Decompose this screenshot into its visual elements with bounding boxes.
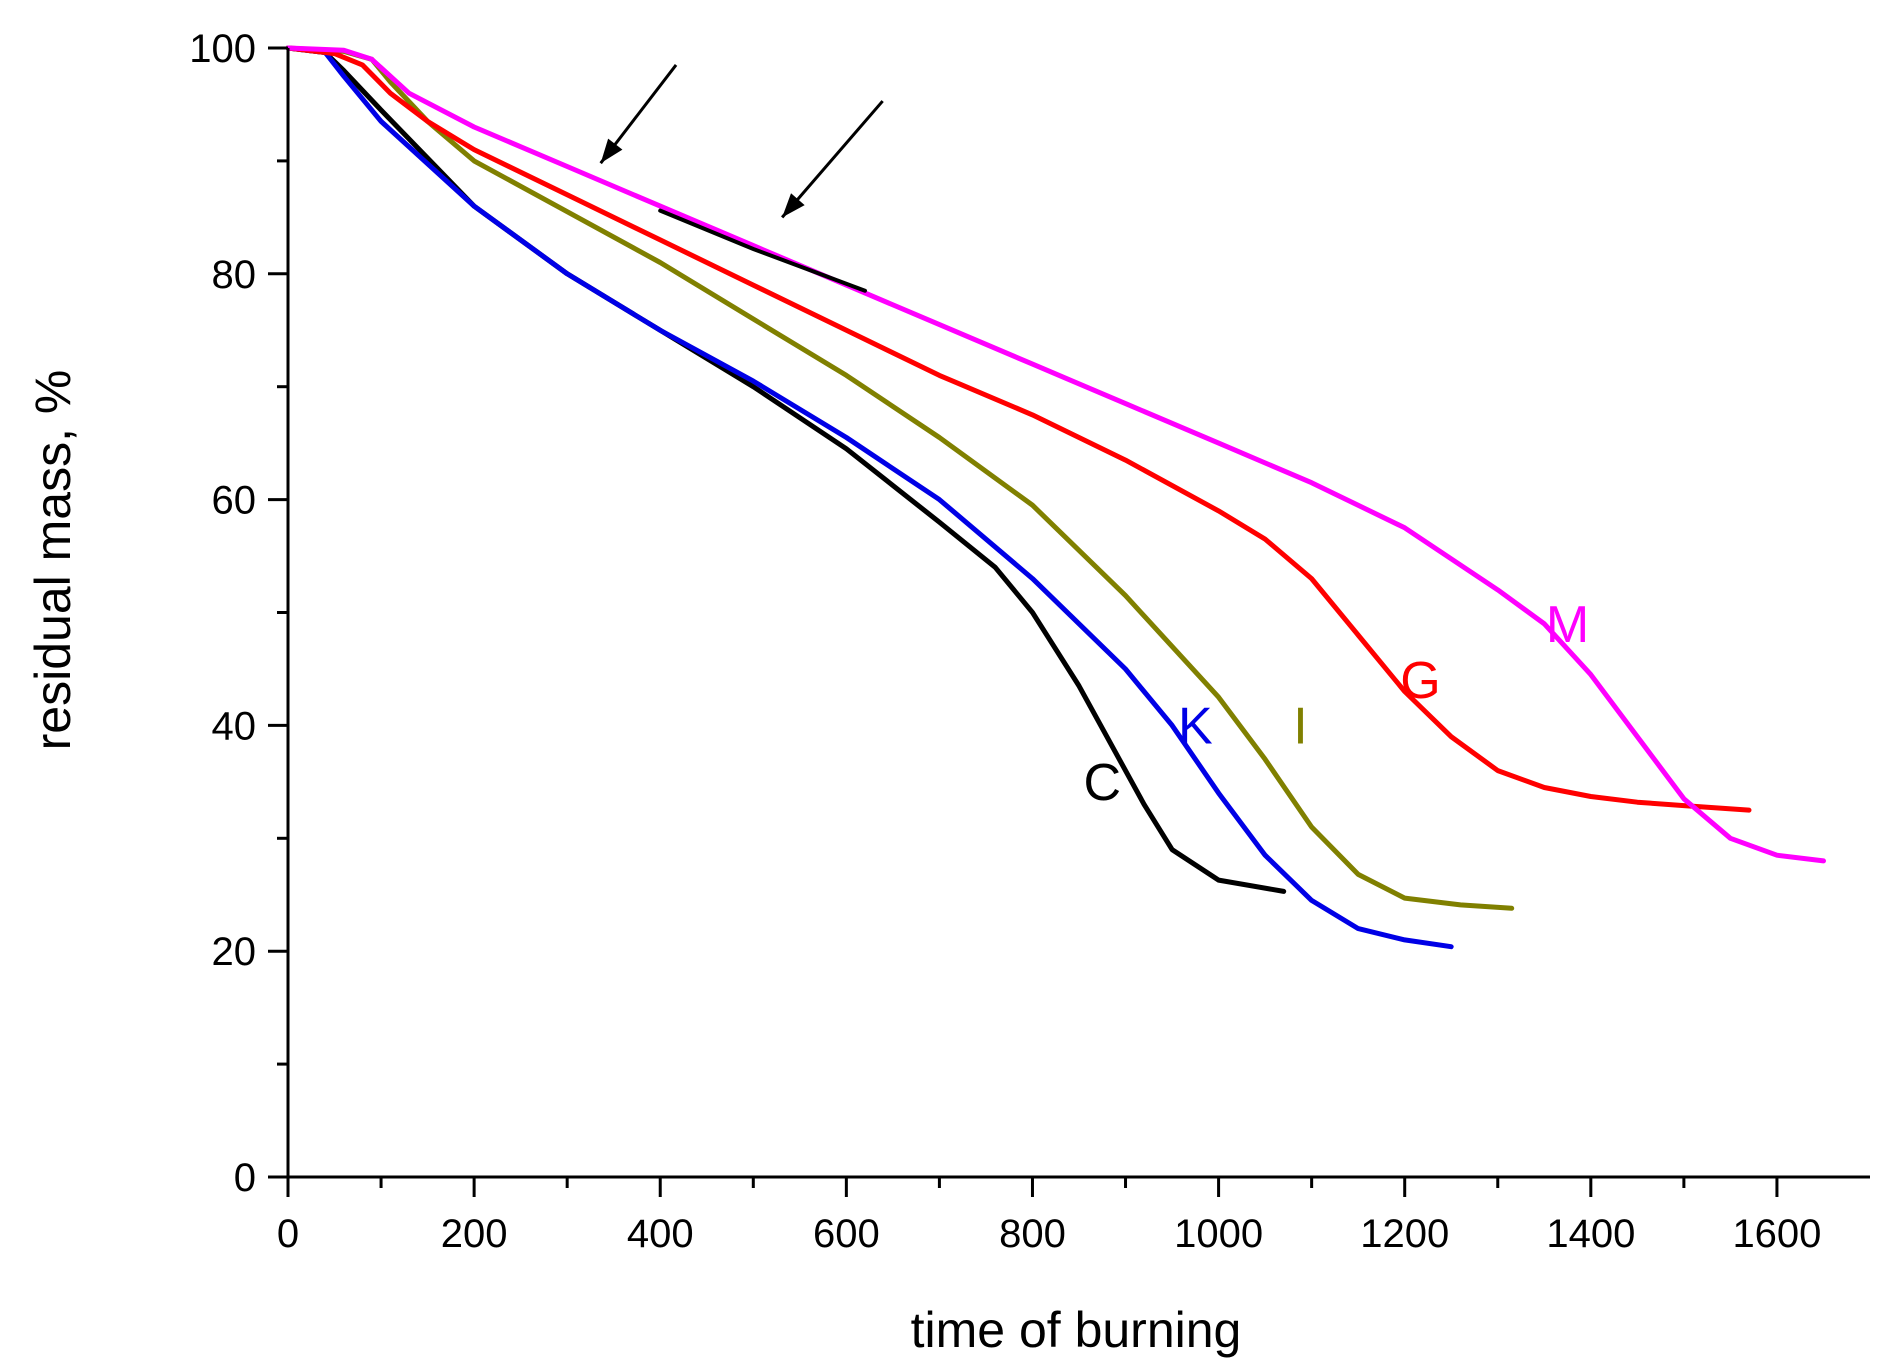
annotation-arrowhead	[782, 193, 805, 218]
series-line-G	[285, 45, 1752, 813]
x-tick-label: 200	[441, 1212, 508, 1256]
y-tick-label: 60	[212, 479, 257, 523]
overlay-segment	[658, 208, 867, 293]
x-tick-label: 1200	[1360, 1212, 1449, 1256]
series-label-C: C	[1083, 754, 1121, 812]
arrow-annotations	[599, 64, 884, 219]
x-tick-label: 1400	[1546, 1212, 1635, 1256]
series-line-M	[285, 45, 1826, 864]
series-line-C	[285, 45, 1287, 894]
y-axis-title: residual mass, %	[25, 370, 81, 751]
series-label-I: I	[1293, 697, 1307, 755]
x-tick-label: 400	[627, 1212, 694, 1256]
y-tick-label: 0	[234, 1156, 256, 1200]
series-line-K	[285, 45, 1454, 950]
y-tick-label: 80	[212, 253, 257, 297]
x-tick-label: 600	[813, 1212, 880, 1256]
annotation-arrow	[781, 100, 884, 219]
y-tick-label: 40	[212, 704, 257, 748]
x-tick-label: 0	[277, 1212, 299, 1256]
axes: 0 200 400 600 800 1000 1200 1400 1600 0 20 40 60 80 1…	[189, 27, 1870, 1256]
annotation-arrowhead	[600, 138, 623, 164]
series-label-G: G	[1400, 652, 1440, 710]
series-label-M: M	[1546, 596, 1589, 654]
series-lines	[285, 45, 1826, 950]
x-axis-ticks: 0 200 400 600 800 1000 1200 1400 1600	[277, 1177, 1821, 1256]
x-axis-title: time of burning	[911, 1302, 1242, 1358]
x-tick-label: 1000	[1174, 1212, 1263, 1256]
y-axis-ticks: 0 20 40 60 80 100	[189, 27, 288, 1200]
series-line-I	[285, 45, 1515, 911]
x-tick-label: 1600	[1732, 1212, 1821, 1256]
y-tick-label: 20	[212, 930, 257, 974]
y-tick-label: 100	[189, 27, 256, 71]
series-label-K: K	[1178, 697, 1213, 755]
overlay-group	[658, 208, 867, 293]
series-labels: CK I G M	[1083, 596, 1589, 812]
x-tick-label: 800	[999, 1212, 1066, 1256]
